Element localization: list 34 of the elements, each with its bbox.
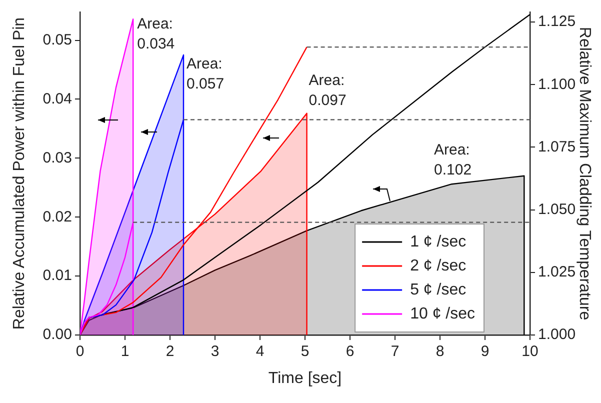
y2-tick-label: 1.000 xyxy=(538,326,576,344)
legend-label: 1 ¢ /sec xyxy=(410,233,466,250)
y2-tick-label: 1.025 xyxy=(538,264,576,281)
y2-tick-label: 1.050 xyxy=(538,200,576,218)
annotation: Area: 0.097 xyxy=(308,72,346,110)
y-tick-label: 0.00 xyxy=(42,326,72,344)
y-tick-label: 0.04 xyxy=(42,90,72,108)
x-tick-label: 8 xyxy=(436,343,444,360)
y-tick-label: 0.02 xyxy=(42,208,72,226)
y2-axis-title: Relative Maximum Cladding Temperature xyxy=(576,26,593,320)
y-tick-label: 0.05 xyxy=(42,31,72,48)
x-tick-label: 9 xyxy=(480,343,490,360)
x-tick-label: 7 xyxy=(390,343,400,360)
legend-label: 5 ¢ /sec xyxy=(410,281,466,298)
y-tick-label: 0.01 xyxy=(42,267,72,284)
x-tick-label: 0 xyxy=(76,343,84,360)
x-tick-label: 3 xyxy=(210,343,220,360)
x-tick-label: 5 xyxy=(300,343,310,360)
x-tick-label: 1 xyxy=(120,343,130,360)
y2-tick-label: 1.100 xyxy=(538,76,576,93)
x-tick-label: 10 xyxy=(522,343,538,360)
x-tick-label: 2 xyxy=(166,343,174,360)
x-axis-title: Time [sec] xyxy=(268,370,342,387)
annotation: Area: 0.102 xyxy=(434,142,472,179)
annotation: Area: 0.034 xyxy=(137,16,175,53)
y-axis-title: Relative Accumulated Power within Fuel Pin xyxy=(11,17,28,330)
annotation: Area: 0.057 xyxy=(186,56,224,93)
legend-label: 10 ¢ /sec xyxy=(410,305,476,322)
x-tick-label: 6 xyxy=(346,343,354,360)
y2-tick-label: 1.075 xyxy=(538,138,576,156)
x-tick-label: 4 xyxy=(256,343,264,360)
y2-tick-label: 1.125 xyxy=(538,13,576,30)
y-tick-label: 0.03 xyxy=(42,149,72,166)
legend-label: 2 ¢ /sec xyxy=(410,257,466,274)
